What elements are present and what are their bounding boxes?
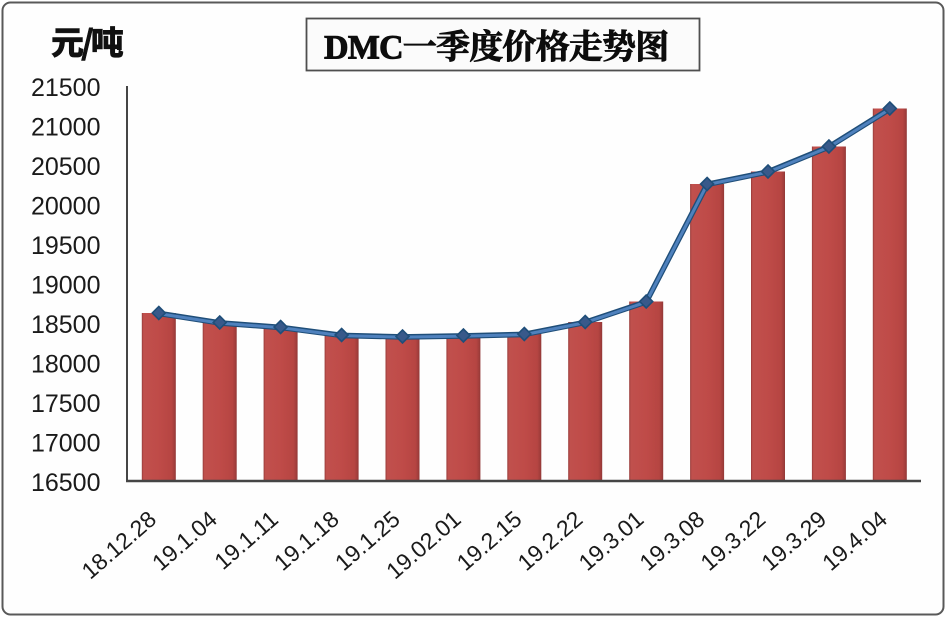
svg-text:18000: 18000 xyxy=(31,351,101,379)
svg-text:17500: 17500 xyxy=(31,390,101,418)
svg-text:16500: 16500 xyxy=(31,469,101,497)
svg-text:18500: 18500 xyxy=(31,311,101,339)
svg-text:19500: 19500 xyxy=(31,232,101,260)
svg-text:17000: 17000 xyxy=(31,430,101,458)
svg-text:20000: 20000 xyxy=(31,193,101,221)
svg-text:21500: 21500 xyxy=(31,74,101,102)
svg-text:21000: 21000 xyxy=(31,114,101,142)
svg-text:20500: 20500 xyxy=(31,153,101,181)
svg-text:19000: 19000 xyxy=(31,272,101,300)
